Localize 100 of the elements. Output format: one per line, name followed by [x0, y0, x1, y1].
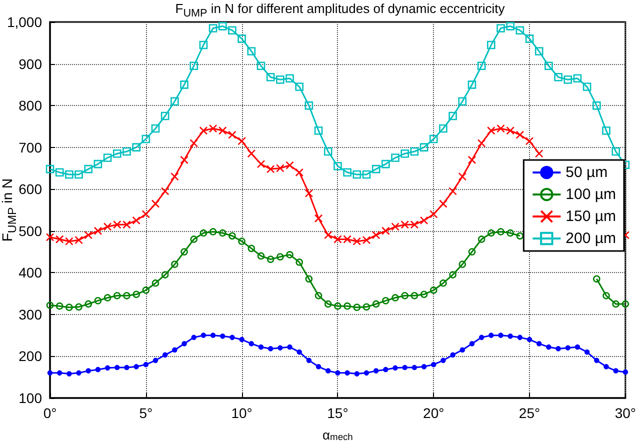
point: [382, 226, 390, 236]
point: [392, 294, 399, 302]
point: [343, 235, 352, 244]
point: [286, 251, 294, 258]
point: [602, 292, 610, 300]
y-tick-label: 700: [18, 139, 42, 156]
point: [66, 304, 73, 311]
point: [468, 156, 476, 164]
point: [362, 236, 371, 244]
point: [458, 172, 467, 181]
point: [218, 126, 227, 135]
point: [496, 124, 505, 133]
point: [112, 220, 122, 229]
point: [256, 160, 266, 168]
x-tick-label: 15°: [327, 405, 348, 421]
point: [449, 271, 456, 278]
point: [104, 294, 112, 302]
point: [314, 292, 322, 300]
point: [478, 236, 486, 243]
point: [382, 297, 390, 304]
point: [199, 126, 208, 135]
legend-label: 50 µm: [566, 164, 608, 181]
point: [497, 228, 504, 236]
point: [238, 238, 246, 245]
point: [506, 126, 514, 135]
point: [516, 130, 524, 139]
point: [286, 161, 294, 170]
point: [400, 220, 409, 229]
point: [488, 229, 495, 237]
legend-label: 200 µm: [566, 230, 616, 247]
point: [477, 139, 486, 148]
x-tick-label: 25°: [518, 405, 540, 421]
y-tick-label: 100: [18, 390, 42, 406]
point: [228, 130, 236, 139]
point: [257, 252, 265, 260]
point: [430, 286, 438, 294]
point: [152, 279, 160, 287]
point: [362, 303, 370, 311]
y-tick-label: 400: [18, 264, 42, 281]
x-tick-label: 5°: [139, 405, 153, 421]
point: [593, 275, 600, 283]
y-tick-label: 900: [18, 56, 42, 72]
y-tick-label: 1,000: [6, 14, 42, 30]
point: [391, 222, 400, 231]
point: [190, 139, 198, 148]
y-tick-label: 200: [18, 348, 42, 364]
point: [94, 297, 102, 304]
point: [122, 220, 131, 229]
point: [238, 136, 246, 146]
point: [171, 260, 178, 268]
point: [506, 229, 514, 237]
point: [410, 292, 418, 300]
point: [132, 290, 140, 298]
point: [352, 237, 362, 246]
point: [200, 229, 208, 237]
point: [170, 172, 179, 181]
x-tick-label: 30°: [614, 405, 636, 421]
point: [123, 292, 130, 300]
point: [324, 230, 332, 240]
point: [142, 286, 150, 294]
point: [75, 303, 82, 311]
point: [305, 275, 313, 283]
point: [94, 226, 102, 236]
point: [190, 236, 198, 243]
x-tick-label: 20°: [423, 405, 444, 421]
point: [324, 300, 332, 308]
point: [458, 260, 466, 268]
point: [353, 304, 361, 311]
point: [266, 164, 275, 174]
legend-label: 100 µm: [566, 186, 616, 203]
point: [372, 300, 380, 308]
x-tick-label: 0°: [43, 405, 57, 421]
point: [534, 149, 544, 158]
y-tick-label: 600: [18, 181, 42, 198]
point: [247, 149, 256, 158]
point: [525, 136, 534, 146]
point: [228, 232, 236, 240]
point: [46, 233, 54, 242]
point: [151, 200, 160, 208]
chart-title: F$_{UMP}$ in N for different amplitudes of dynamic eccentricity: [175, 1, 505, 20]
point: [103, 222, 112, 231]
point: [56, 302, 64, 310]
point: [266, 256, 274, 263]
point: [295, 168, 304, 177]
point: [180, 156, 188, 164]
point: [439, 200, 448, 208]
point: [401, 292, 408, 300]
point: [276, 164, 284, 172]
y-tick-label: 500: [18, 222, 42, 239]
point: [516, 232, 524, 240]
point: [161, 271, 169, 278]
legend-label: 150 µm: [566, 208, 616, 225]
point: [372, 230, 380, 240]
point: [468, 248, 476, 256]
point: [65, 237, 74, 246]
point: [208, 124, 218, 133]
point: [276, 253, 284, 260]
point: [612, 300, 620, 308]
y-tick-label: 800: [18, 98, 42, 114]
point: [132, 216, 140, 225]
